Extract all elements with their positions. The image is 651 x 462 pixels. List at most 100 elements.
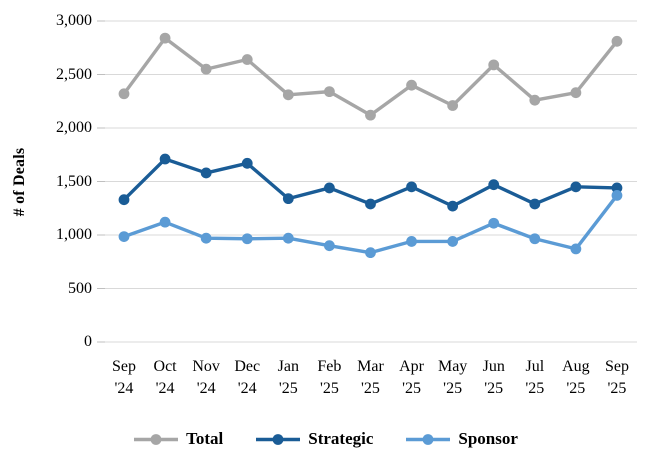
x-label-year: '24 [155, 380, 175, 397]
x-label-month: Feb [317, 358, 342, 375]
chart-legend: Total Strategic Sponsor [0, 424, 651, 454]
x-axis-tick-label: Dec '24 [234, 356, 260, 400]
y-axis-tick-label: 0 [84, 333, 92, 350]
data-point-total [324, 86, 335, 98]
x-label-year: '24 [196, 380, 216, 397]
data-point-total [529, 94, 541, 106]
x-label-year: '25 [566, 380, 586, 397]
data-point-sponsor [324, 240, 335, 252]
data-point-strategic [611, 182, 623, 194]
y-axis-tick-label: 2,500 [56, 65, 92, 83]
x-axis-tick-label: Jun '25 [483, 356, 505, 400]
x-label-month: Jul [525, 358, 545, 375]
x-label-year: '25 [607, 380, 627, 397]
data-point-sponsor [447, 236, 459, 247]
x-label-year: '25 [525, 380, 545, 397]
series-line-total [122, 36, 619, 117]
x-axis-tick-label: Feb '25 [317, 356, 341, 400]
x-label-month: Jan [277, 358, 299, 375]
data-point-total [118, 88, 130, 100]
legend-label-sponsor: Sponsor [458, 429, 518, 448]
data-point-strategic [282, 193, 294, 205]
x-label-month: Dec [234, 358, 261, 375]
x-axis-tick-label: Sep '25 [605, 356, 629, 400]
x-axis-tick-label: Mar '25 [357, 356, 384, 400]
x-label-year: '24 [114, 380, 134, 397]
data-point-sponsor [365, 247, 376, 259]
data-point-strategic [529, 198, 541, 210]
y-axis-tick-label: 3,000 [56, 12, 92, 29]
legend-marker-strategic-icon [256, 433, 301, 445]
x-axis-tick-label: May '25 [438, 356, 467, 400]
x-label-year: '25 [443, 380, 463, 397]
x-label-year: '25 [484, 380, 504, 397]
x-axis-tick-label: Oct '24 [154, 356, 177, 400]
legend-item-total: Total [133, 429, 223, 449]
legend-item-sponsor: Sponsor [405, 429, 518, 449]
y-axis-tick-label: 1,000 [56, 226, 92, 243]
plot-area [97, 20, 637, 343]
data-point-sponsor [118, 231, 130, 243]
data-point-strategic [365, 198, 376, 210]
data-point-strategic [241, 157, 253, 169]
y-axis-tick-label: 1,500 [56, 172, 92, 190]
data-point-total [488, 59, 500, 71]
data-point-total [241, 54, 253, 65]
x-axis-tick-label: Aug '25 [562, 356, 590, 400]
x-label-year: '25 [361, 380, 380, 397]
x-label-year: '25 [319, 380, 339, 397]
data-point-sponsor [200, 232, 212, 244]
data-point-strategic [200, 167, 212, 179]
data-point-total [282, 89, 294, 101]
data-point-strategic [406, 181, 417, 193]
data-point-strategic [488, 179, 500, 191]
x-label-month: Nov [192, 358, 220, 375]
x-axis-tick-label: Jan '25 [278, 356, 299, 400]
legend-dot [150, 433, 162, 445]
x-label-month: Sep [112, 358, 136, 375]
x-label-month: Sep [604, 358, 629, 375]
x-label-month: Aug [562, 358, 590, 375]
data-point-strategic [159, 153, 171, 165]
x-label-month: Jun [482, 358, 505, 375]
legend-label-strategic: Strategic [308, 429, 374, 448]
x-label-year: '24 [237, 380, 257, 397]
legend-marker-total-icon [134, 433, 179, 445]
data-point-sponsor [529, 233, 541, 245]
data-point-total [611, 35, 623, 47]
data-point-sponsor [488, 217, 500, 229]
legend-label-total: Total [186, 429, 224, 448]
data-point-total [447, 100, 459, 111]
data-point-total [570, 87, 582, 99]
x-axis-tick-label: Nov '24 [192, 356, 220, 400]
y-axis-tick-label: 2,000 [56, 119, 92, 136]
data-point-sponsor [406, 236, 417, 247]
data-point-sponsor [611, 190, 623, 201]
x-label-month: Oct [153, 358, 177, 375]
x-label-month: Apr [399, 358, 424, 375]
x-axis-tick-label: Apr '25 [399, 356, 424, 400]
x-label-year: '25 [278, 380, 298, 397]
data-point-strategic [570, 181, 582, 193]
data-point-strategic [118, 194, 130, 206]
data-point-total [159, 32, 171, 44]
data-point-sponsor [282, 232, 294, 244]
legend-dot [272, 433, 284, 445]
data-point-strategic [447, 200, 459, 212]
legend-dot [422, 433, 434, 445]
x-axis-tick-label: Sep '24 [112, 356, 136, 400]
x-axis-tick-label: Jul '25 [525, 356, 544, 400]
data-point-total [365, 109, 376, 121]
x-label-month: May [437, 358, 468, 375]
data-point-total [406, 79, 417, 91]
x-label-year: '25 [402, 380, 421, 397]
data-point-sponsor [241, 233, 253, 245]
data-point-strategic [324, 182, 335, 194]
x-label-month: Mar [357, 358, 384, 375]
legend-marker-sponsor-icon [406, 433, 451, 445]
data-point-total [200, 63, 212, 75]
legend-item-strategic: Strategic [255, 429, 373, 449]
y-axis-tick-label: 500 [68, 279, 92, 297]
data-point-sponsor [570, 243, 582, 255]
